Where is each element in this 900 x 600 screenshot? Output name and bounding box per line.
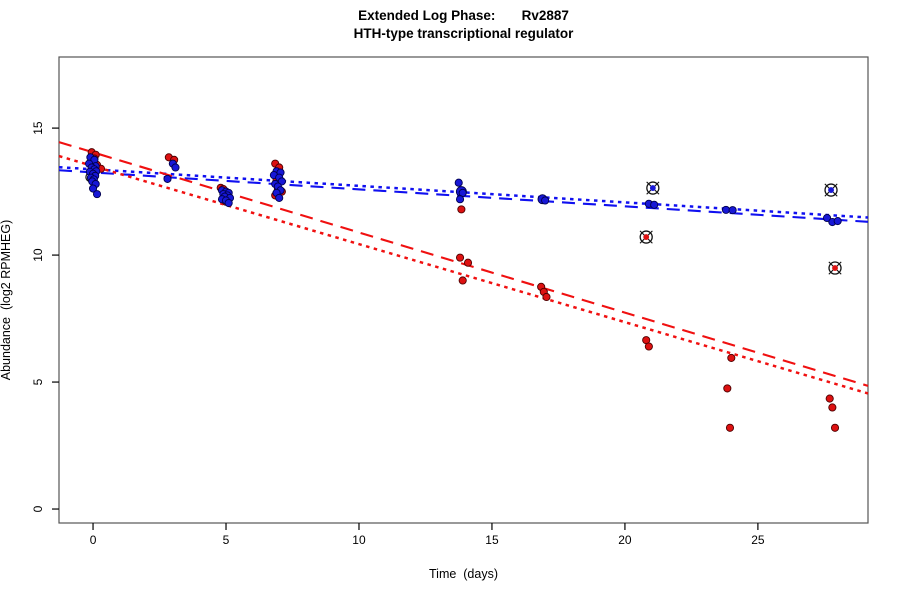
red-condition-point	[455, 253, 465, 262]
x-tick-label: 0	[90, 533, 97, 547]
blue-condition-point	[88, 184, 98, 193]
blue-condition-point	[833, 217, 842, 226]
flag-glyph	[646, 181, 660, 195]
flagged-point-red-condition	[828, 261, 842, 275]
x-tick-label: 10	[352, 533, 366, 547]
y-tick-label: 0	[31, 505, 45, 512]
blue-condition-point	[454, 178, 463, 187]
flag-glyph	[832, 265, 838, 271]
x-tick-label: 15	[485, 533, 499, 547]
blue-condition-point	[171, 163, 180, 172]
plot-box	[58, 56, 869, 524]
flag-glyph	[824, 183, 838, 197]
blue-condition-point	[275, 193, 284, 202]
y-tick-label: 5	[31, 378, 45, 385]
red-longdash-fit-trend-line	[58, 141, 869, 387]
x-tick-label: 5	[223, 533, 230, 547]
flag-glyph	[828, 187, 834, 193]
x-axis-label: Time (days)	[429, 567, 498, 581]
blue-condition-point	[224, 198, 233, 208]
blue-condition-point	[650, 200, 659, 209]
blue-condition-point	[455, 195, 465, 204]
blue-condition-point	[822, 213, 832, 223]
blue-condition-point	[163, 174, 172, 183]
chart-title: Extended Log Phase: Rv2887	[358, 8, 569, 23]
red-condition-point	[463, 258, 473, 267]
y-tick-label: 15	[31, 121, 45, 135]
blue-condition-point	[721, 205, 731, 214]
red-condition-point	[458, 276, 467, 285]
red-condition-point	[457, 205, 466, 214]
red-condition-point	[542, 292, 551, 302]
red-condition-point	[725, 423, 735, 432]
flagged-point-blue-condition	[646, 181, 660, 195]
y-tick-label: 10	[31, 248, 45, 262]
blue-condition-point	[92, 190, 102, 199]
x-tick-label: 20	[618, 533, 632, 547]
chart-subtitle: HTH-type transcriptional regulator	[353, 26, 574, 41]
flagged-point-red-condition	[639, 230, 653, 244]
red-condition-point	[644, 342, 653, 351]
flag-glyph	[643, 234, 650, 240]
flagged-point-blue-condition	[824, 183, 838, 197]
red-condition-point	[828, 403, 837, 412]
flag-glyph	[828, 261, 842, 275]
blue-condition-point	[541, 196, 550, 205]
red-condition-point	[723, 384, 732, 393]
blue-condition-point	[728, 206, 737, 215]
red-condition-point	[727, 353, 736, 362]
red-condition-point	[830, 423, 840, 432]
x-tick-label: 25	[751, 533, 765, 547]
flag-glyph	[639, 230, 653, 244]
red-condition-point	[825, 394, 834, 403]
flag-glyph	[649, 185, 656, 191]
